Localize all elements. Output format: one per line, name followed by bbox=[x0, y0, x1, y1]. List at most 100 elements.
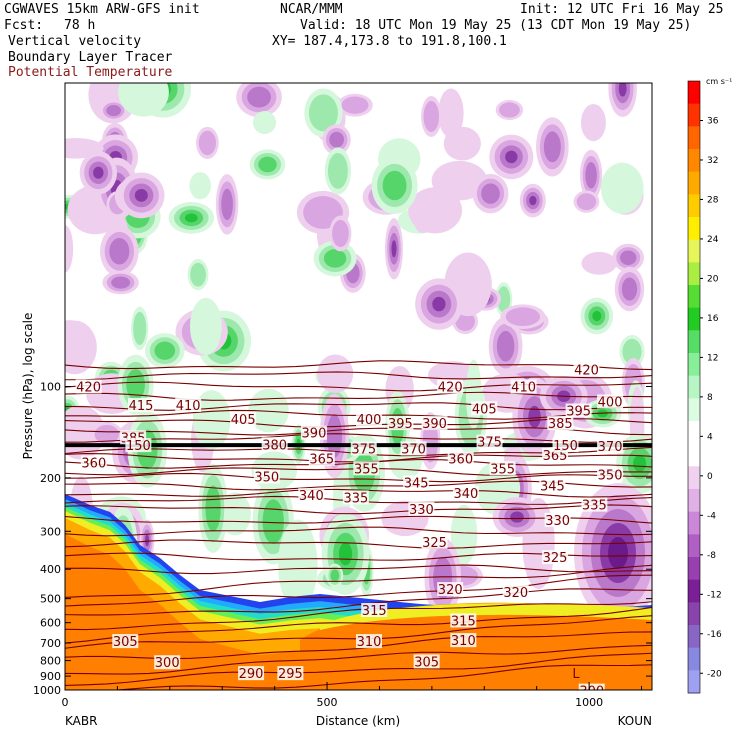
colorbar-swatch bbox=[688, 466, 700, 490]
theta-label-bg bbox=[597, 438, 624, 453]
vertical-velocity-field bbox=[65, 83, 652, 623]
field-potential-temperature: Potential Temperature bbox=[8, 65, 173, 80]
theta-label: 315 bbox=[451, 614, 476, 629]
theta-contour bbox=[65, 564, 652, 599]
velocity-blob bbox=[580, 104, 606, 142]
low-marker: L bbox=[572, 667, 580, 682]
colorbar-swatch bbox=[688, 375, 700, 399]
theta-contour bbox=[65, 574, 652, 607]
model-title: CGWAVES 15km ARW-GFS init bbox=[4, 2, 200, 17]
colorbar-swatch bbox=[688, 103, 700, 127]
theta-label: 395 bbox=[566, 405, 591, 420]
velocity-blob bbox=[391, 240, 397, 258]
colorbar-tick-label: -8 bbox=[707, 551, 716, 561]
colorbar-tick-label: 12 bbox=[707, 353, 718, 363]
theta-label-bg bbox=[400, 441, 427, 456]
velocity-blob bbox=[190, 262, 206, 287]
theta-contour bbox=[65, 606, 652, 644]
x-endpoint-left: KABR bbox=[65, 714, 97, 728]
velocity-blob bbox=[111, 276, 131, 289]
velocity-blob bbox=[338, 542, 353, 566]
theta-label: 335 bbox=[343, 491, 368, 506]
colorbar-swatch bbox=[688, 285, 700, 309]
y-tick-label: 500 bbox=[40, 593, 61, 606]
theta-label-bg bbox=[565, 403, 592, 418]
velocity-blob bbox=[496, 330, 515, 362]
colorbar-swatch bbox=[688, 625, 700, 649]
theta-label-bg bbox=[437, 379, 464, 394]
velocity-blob bbox=[144, 534, 150, 547]
velocity-blob bbox=[65, 320, 97, 375]
colorbar-swatch bbox=[688, 194, 700, 218]
theta-label: 410 bbox=[511, 381, 536, 396]
velocity-blob bbox=[505, 307, 541, 327]
theta-label-bg bbox=[421, 416, 448, 431]
y-tick-label: 700 bbox=[40, 637, 61, 650]
colorbar-tick-label: -20 bbox=[707, 669, 722, 679]
theta-label-bg bbox=[238, 666, 265, 681]
theta-label: 150 bbox=[126, 439, 151, 454]
velocity-blob bbox=[247, 86, 271, 108]
velocity-blob bbox=[323, 249, 347, 268]
y-tick-label: 400 bbox=[40, 563, 61, 576]
theta-label-bg bbox=[298, 488, 325, 503]
theta-label: 400 bbox=[598, 395, 623, 410]
theta-contour bbox=[65, 472, 652, 483]
theta-contour bbox=[65, 371, 652, 381]
colorbar-frame bbox=[687, 80, 701, 694]
theta-label-bg bbox=[421, 534, 448, 549]
theta-label-bg bbox=[476, 434, 503, 449]
theta-label-bg bbox=[387, 416, 414, 431]
theta-label: 325 bbox=[422, 536, 447, 551]
valid-time: Valid: 18 UTC Mon 19 May 25 (13 CDT Mon … bbox=[300, 18, 692, 33]
velocity-blob bbox=[481, 183, 500, 204]
velocity-blob bbox=[65, 225, 74, 273]
velocity-blob bbox=[618, 83, 627, 97]
theta-contour bbox=[65, 488, 652, 498]
velocity-blob bbox=[262, 499, 284, 544]
theta-label: 390 bbox=[422, 417, 447, 432]
field-vertical-velocity: Vertical velocity bbox=[8, 34, 142, 49]
theta-label-bg bbox=[502, 584, 529, 599]
theta-label-bg bbox=[355, 634, 382, 649]
theta-label: 410 bbox=[176, 399, 201, 414]
theta-label: 330 bbox=[409, 503, 434, 518]
colorbar-swatch bbox=[688, 81, 700, 105]
theta-label-bg bbox=[342, 490, 369, 505]
velocity-blob bbox=[154, 341, 176, 360]
theta-label-bg bbox=[539, 478, 566, 493]
theta-label-bg bbox=[175, 397, 202, 412]
velocity-blob bbox=[510, 511, 524, 523]
theta-label: 405 bbox=[231, 413, 256, 428]
theta-label-bg bbox=[581, 497, 608, 512]
theta-label: 320 bbox=[503, 586, 528, 601]
velocity-blob bbox=[329, 131, 345, 148]
colorbar-tick-label: 28 bbox=[707, 195, 719, 205]
theta-contour bbox=[65, 539, 652, 549]
theta-label: 310 bbox=[451, 634, 476, 649]
theta-label: 340 bbox=[299, 489, 324, 504]
theta-label-bg bbox=[547, 416, 574, 431]
colorbar-swatch bbox=[688, 262, 700, 286]
theta-label: 350 bbox=[254, 471, 279, 486]
theta-label-bg bbox=[253, 469, 280, 484]
theta-label: 355 bbox=[490, 462, 515, 477]
theta-label: 305 bbox=[113, 635, 138, 650]
y-tick-label: 600 bbox=[40, 617, 61, 630]
x-tick-label: 500 bbox=[317, 696, 338, 709]
velocity-blob bbox=[134, 188, 148, 202]
colorbar-swatch bbox=[688, 126, 700, 150]
theta-label: 405 bbox=[472, 402, 497, 417]
theta-label-bg bbox=[75, 379, 102, 394]
theta-label: 375 bbox=[477, 436, 502, 451]
colorbar: 36 32 28 24 20 16 12 8 4 0 -4 -8 -12 -16 -20 bbox=[687, 80, 722, 694]
colorbar-tick-label: -12 bbox=[707, 590, 722, 600]
colorbar-swatch bbox=[688, 670, 700, 694]
theta-label-bg bbox=[489, 461, 516, 476]
velocity-blob bbox=[543, 131, 561, 163]
x-endpoint-right: KOUN bbox=[618, 714, 652, 728]
theta-label-bg bbox=[127, 397, 154, 412]
theta-contour bbox=[65, 652, 652, 687]
velocity-blob bbox=[118, 83, 169, 117]
